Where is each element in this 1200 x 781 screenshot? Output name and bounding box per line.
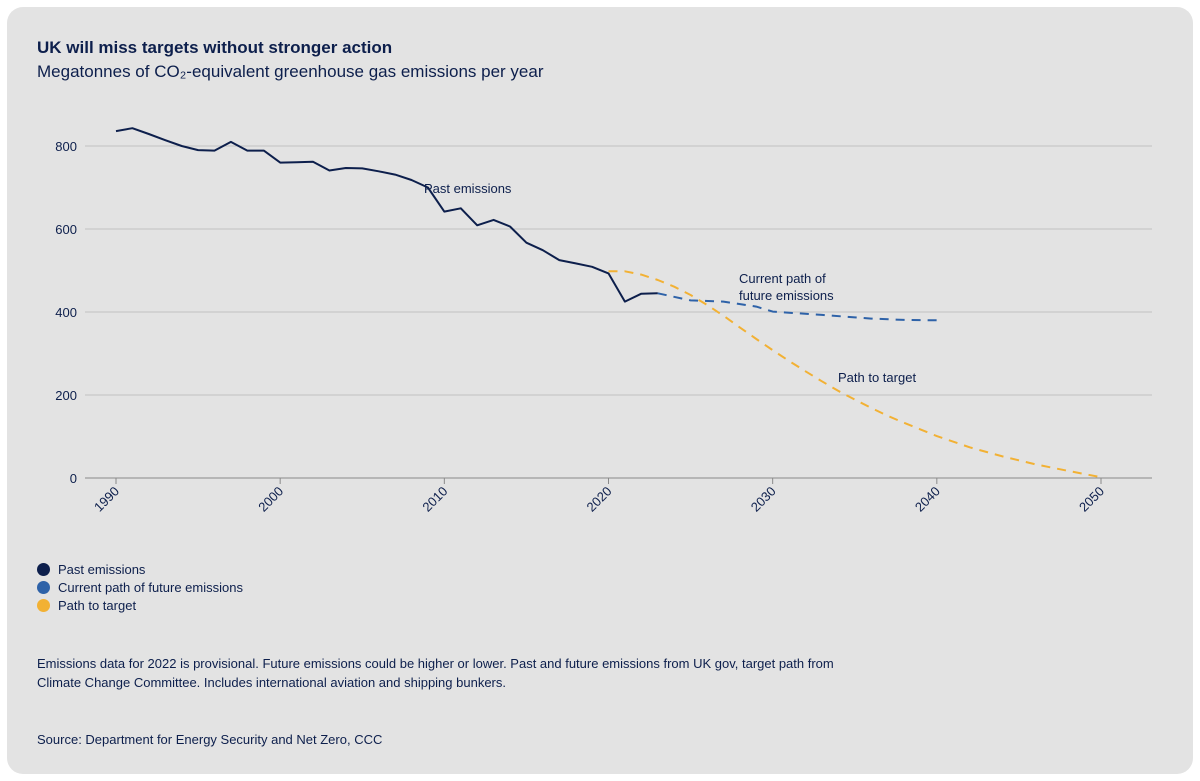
- x-tick-label: 2020: [584, 484, 615, 515]
- x-tick-label: 2040: [912, 484, 943, 515]
- chart-source: Source: Department for Energy Security a…: [37, 732, 383, 747]
- x-axis: 1990 2000 2010 2020 2030 2040 2050: [91, 478, 1107, 515]
- y-tick-label: 0: [70, 471, 77, 486]
- legend-swatch-target: [37, 598, 50, 612]
- label-current-path: Current path of future emissions: [739, 271, 834, 303]
- legend: Past emissions Current path of future em…: [37, 560, 243, 614]
- legend-swatch-past: [37, 562, 50, 576]
- line-chart: 0 200 400 600 800 1990 2000 2010 2020 2030 2040 20…: [55, 127, 1152, 515]
- y-tick-label: 400: [55, 305, 77, 320]
- x-tick-label: 2010: [419, 484, 450, 515]
- legend-swatch-current: [37, 580, 50, 594]
- series-labels: Past emissions Current path of future emis…: [424, 181, 916, 385]
- legend-label: Past emissions: [58, 561, 146, 577]
- grid-lines: [85, 145, 1152, 479]
- legend-item-current-path: Current path of future emissions: [37, 578, 243, 596]
- legend-label: Current path of future emissions: [58, 579, 243, 595]
- chart-card: UK will miss targets without stronger ac…: [7, 7, 1193, 774]
- y-tick-label: 200: [55, 388, 77, 403]
- x-tick-label: 1990: [91, 484, 122, 515]
- legend-item-path-to-target: Path to target: [37, 596, 243, 614]
- past-emissions-line: [115, 127, 658, 303]
- chart-note: Emissions data for 2022 is provisional. …: [37, 656, 834, 690]
- legend-label: Path to target: [58, 597, 137, 613]
- path-to-target-line: [608, 270, 1102, 479]
- chart-subtitle: Megatonnes of CO₂-equivalent greenhouse …: [37, 62, 544, 81]
- label-past-emissions: Past emissions: [424, 181, 512, 196]
- current-path-line: [657, 292, 937, 322]
- y-tick-label: 600: [55, 222, 77, 237]
- y-axis: 0 200 400 600 800: [55, 139, 77, 486]
- label-path-to-target: Path to target: [838, 370, 916, 385]
- legend-item-past-emissions: Past emissions: [37, 560, 243, 578]
- x-tick-label: 2000: [255, 484, 286, 515]
- x-tick-label: 2050: [1076, 484, 1107, 515]
- y-tick-label: 800: [55, 139, 77, 154]
- series-lines: [115, 127, 1102, 479]
- chart-title: UK will miss targets without stronger ac…: [37, 38, 393, 57]
- x-tick-label: 2030: [748, 484, 779, 515]
